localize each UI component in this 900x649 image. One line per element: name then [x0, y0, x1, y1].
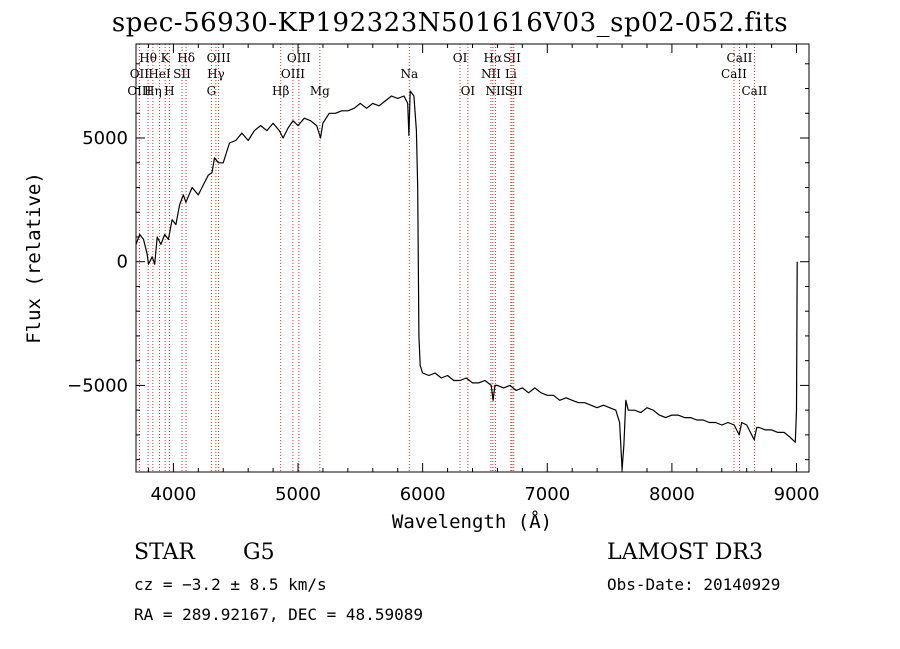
line-marker-label: Na — [400, 67, 418, 81]
survey-name: LAMOST DR3 — [607, 540, 763, 565]
x-tick-label: 6000 — [400, 484, 446, 505]
line-marker-label: OIII — [127, 84, 151, 98]
line-marker-label: NII — [481, 67, 501, 81]
line-marker-label: K — [161, 51, 171, 65]
y-tick-label: 5000 — [82, 128, 128, 149]
line-marker-label: OI — [453, 51, 468, 65]
chart-title: spec-56930-KP192323N501616V03_sp02-052.f… — [111, 8, 789, 38]
line-marker-layer: Hθ OII OIII K HeI Hη Hδ SII H OIII Hγ G OIII OIII Hβ Mg… — [127, 44, 768, 472]
line-marker-label: Hθ — [139, 51, 157, 65]
line-marker-label: Mg — [310, 84, 330, 98]
line-marker-label: OII — [130, 67, 150, 81]
line-marker-label: NII — [485, 84, 505, 98]
object-subclass: G5 — [243, 540, 275, 565]
series-layer — [135, 90, 798, 471]
x-tick-label: 8000 — [649, 484, 695, 505]
x-tick-label: 5000 — [275, 484, 321, 505]
redshift-text: cz = −3.2 ± 8.5 km/s — [134, 575, 327, 594]
line-marker-label: Li — [505, 67, 517, 81]
line-marker-label: CaII — [727, 51, 753, 65]
y-tick-label: 0 — [117, 252, 128, 273]
line-marker-label: CaII — [721, 67, 747, 81]
tick-layer: 4000 5000 6000 7000 8000 9000 −5000 0 5000 — [67, 44, 819, 505]
line-marker-label: SII — [505, 84, 523, 98]
line-marker-label: Hη — [144, 84, 162, 98]
line-marker-label: HeI — [148, 67, 171, 81]
line-marker-label: CaII — [741, 84, 767, 98]
line-marker-label: Hγ — [207, 67, 225, 81]
obs-date: Obs-Date: 20140929 — [607, 575, 781, 594]
series-line-0 — [135, 90, 798, 471]
x-axis-label: Wavelength (Å) — [392, 510, 552, 533]
line-marker-label: SII — [173, 67, 191, 81]
x-tick-label: 9000 — [774, 484, 820, 505]
line-marker-label: H — [164, 84, 174, 98]
line-marker-label: SII — [503, 51, 521, 65]
line-marker-label: G — [207, 84, 217, 98]
line-marker-label: OIII — [207, 51, 231, 65]
line-marker-label: OIII — [281, 67, 305, 81]
line-marker-label: Hα — [484, 51, 503, 65]
object-class: STAR — [134, 540, 195, 565]
x-tick-label: 4000 — [150, 484, 196, 505]
y-axis-label: Flux (relative) — [23, 172, 45, 344]
line-marker-label: OI — [461, 84, 476, 98]
line-marker-label: Hδ — [177, 51, 195, 65]
line-marker-label: Hβ — [272, 84, 289, 98]
coordinates: RA = 289.92167, DEC = 48.59089 — [134, 605, 423, 624]
line-marker-label: OIII — [287, 51, 311, 65]
x-tick-label: 7000 — [524, 484, 570, 505]
y-tick-label: −5000 — [67, 375, 128, 396]
plot-frame — [135, 43, 810, 473]
